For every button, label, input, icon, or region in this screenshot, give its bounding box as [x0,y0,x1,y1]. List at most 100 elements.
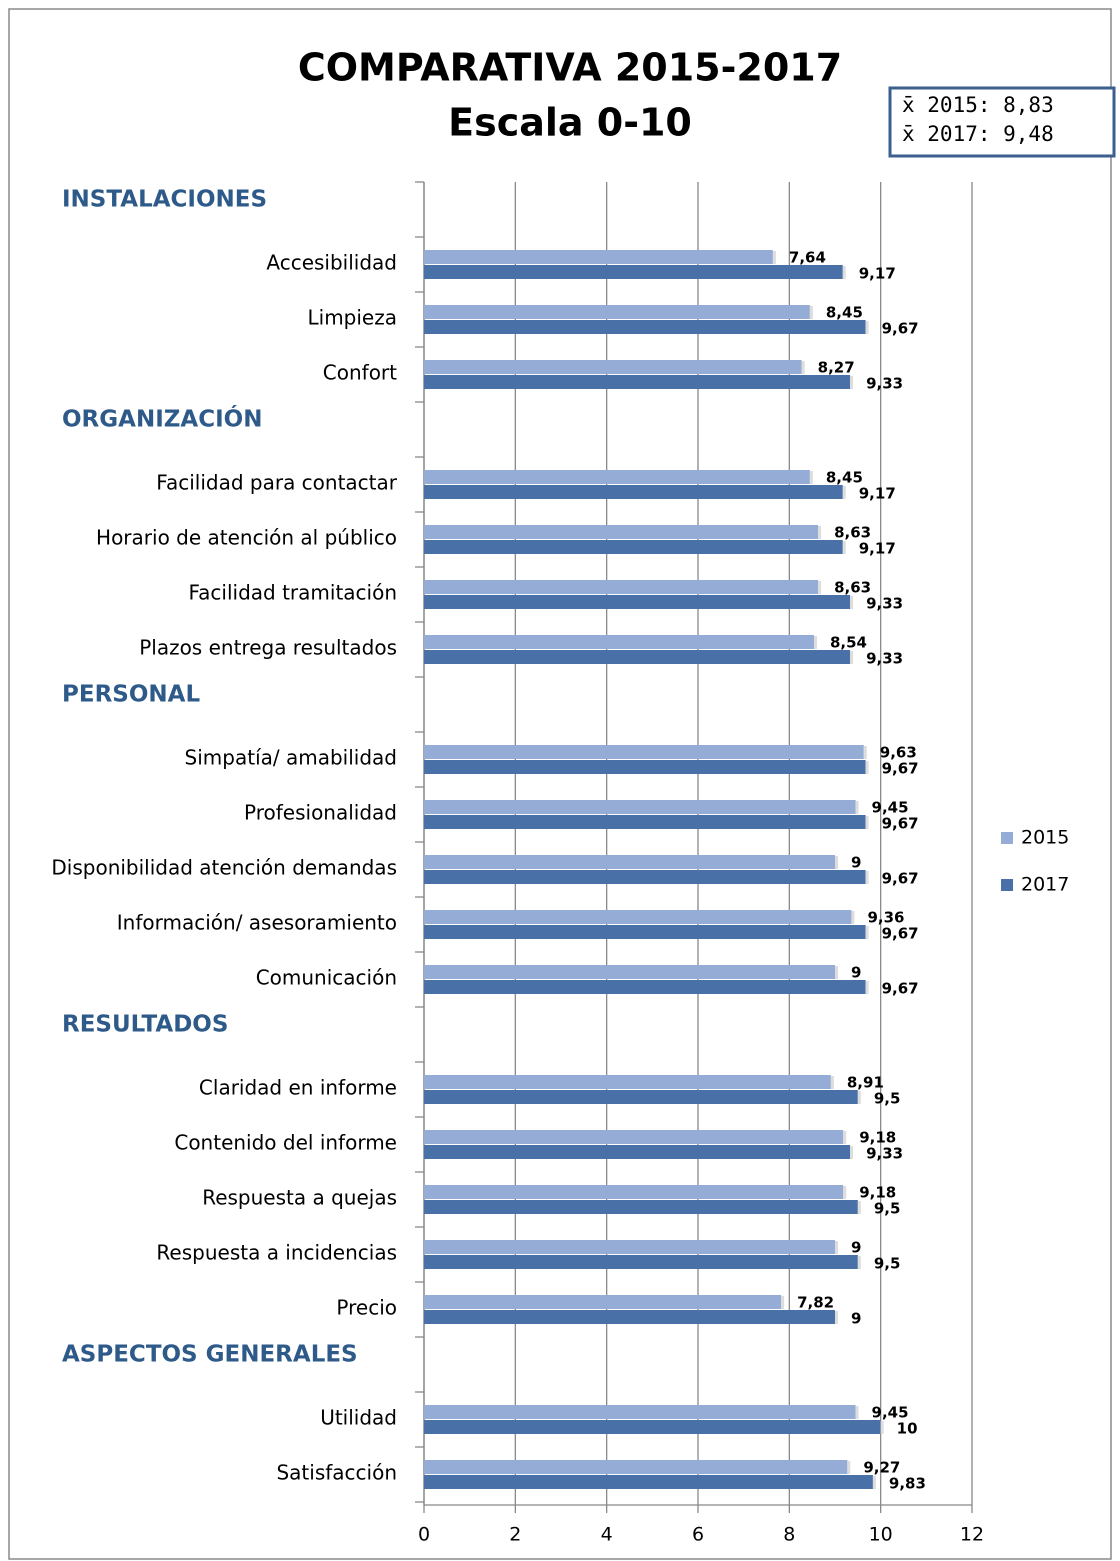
data-label: 9,5 [874,1200,901,1218]
bar-shadow [851,911,855,924]
bar-shadow [857,1201,861,1214]
bar [424,855,835,869]
data-label: 7,64 [789,249,826,267]
data-label: 8,63 [834,524,871,542]
data-label: 9 [851,1310,861,1328]
data-label: 9,67 [882,925,919,943]
y-tick-label: Disponibilidad atención demandas [51,856,397,880]
bar [424,1460,848,1474]
data-label: 9,36 [867,909,904,927]
data-label: 9,45 [872,799,909,817]
bar [424,1420,881,1434]
x-tick-label: 4 [601,1524,613,1546]
bar [424,760,866,774]
data-label: 9,17 [859,485,896,503]
x-tick-label: 6 [692,1524,704,1546]
data-label: 9,45 [872,1404,909,1422]
bar [424,1075,831,1089]
bar-shadow [850,1146,854,1159]
bar [424,980,866,994]
data-label: 9,17 [859,540,896,558]
bar [424,800,856,814]
y-tick-label: Precio [336,1296,397,1320]
bar [424,540,843,554]
bar-shadow [855,1406,859,1419]
bar [424,485,843,499]
data-label: 9,67 [882,815,919,833]
y-tick-label: Simpatía/ amabilidad [185,746,397,770]
x-tick-label: 12 [960,1524,984,1546]
section-header: ORGANIZACIÓN [62,405,262,433]
bar [424,635,814,649]
annotation: x̄ 2017: 9,48 [902,122,1054,146]
bar-shadow [872,1476,876,1489]
y-tick-label: Respuesta a quejas [202,1186,397,1210]
data-label: 9 [851,1239,861,1257]
bar [424,1185,844,1199]
bar [424,265,843,279]
legend-swatch [1001,832,1013,844]
section-header: INSTALACIONES [62,187,267,213]
chart-subtitle: Escala 0-10 [448,101,692,145]
data-label: 9 [851,854,861,872]
bar [424,965,835,979]
bar [424,1240,835,1254]
y-tick-label: Información/ asesoramiento [117,911,397,935]
y-tick-label: Facilidad para contactar [156,471,397,495]
bar-shadow [843,1186,847,1199]
data-label: 9,33 [866,650,903,668]
y-tick-label: Horario de atención al público [96,526,397,550]
bar-shadow [865,926,869,939]
bar [424,470,810,484]
bar [424,870,866,884]
bar-shadow [850,376,854,389]
bar [424,650,851,664]
data-label: 8,63 [834,579,871,597]
data-label: 9 [851,964,861,982]
bar [424,1255,858,1269]
bar [424,1295,782,1309]
bar-shadow [842,266,846,279]
bar [424,375,851,389]
section-header: RESULTADOS [62,1012,228,1038]
bar-shadow [842,486,846,499]
bar-shadow [813,636,817,649]
bar-shadow [865,871,869,884]
data-label: 9,18 [859,1184,896,1202]
data-label: 9,67 [882,320,919,338]
section-header: PERSONAL [62,682,200,708]
bar-shadow [835,856,838,869]
data-label: 9,67 [882,870,919,888]
bar-shadow [835,966,838,979]
x-tick-label: 8 [783,1524,795,1546]
y-tick-label: Contenido del informe [174,1131,397,1155]
bar [424,745,864,759]
bar-shadow [855,801,859,814]
bar-shadow [863,746,867,759]
bar-shadow [818,581,822,594]
bar-shadow [850,596,854,609]
bar-shadow [830,1076,834,1089]
y-tick-label: Limpieza [308,306,398,330]
annotation-box [888,86,1116,158]
bar-shadow [850,651,854,664]
bar-shadow [842,541,846,554]
bar-shadow [835,1241,838,1254]
bar-shadow [809,306,813,319]
bar-shadow [857,1256,861,1269]
section-header: ASPECTOS GENERALES [62,1342,358,1368]
legend-swatch [1001,879,1013,891]
bar [424,1200,858,1214]
data-label: 9,67 [882,980,919,998]
y-tick-label: Plazos entrega resultados [139,636,397,660]
y-tick-label: Profesionalidad [244,801,397,825]
data-label: 9,33 [866,1145,903,1163]
x-tick-label: 10 [869,1524,893,1546]
bar-shadow [865,816,869,829]
bar [424,595,851,609]
data-label: 8,54 [830,634,867,652]
chart-title: COMPARATIVA 2015-2017 [298,46,842,90]
data-label: 10 [897,1420,918,1438]
bar [424,1405,856,1419]
